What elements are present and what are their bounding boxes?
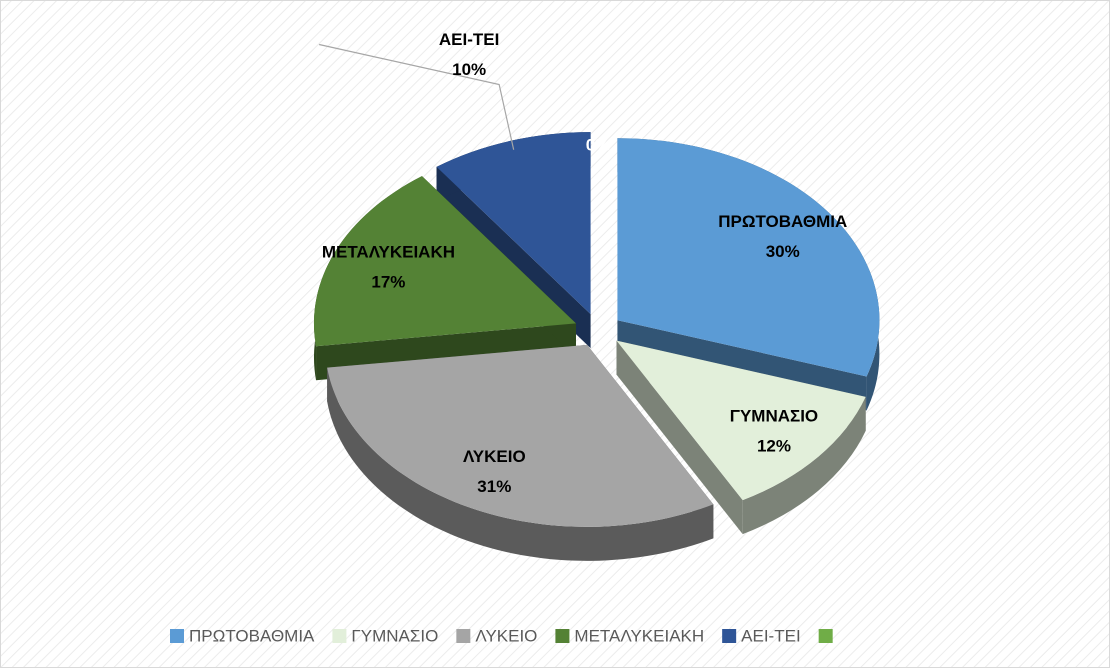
slice — [327, 344, 714, 527]
legend-label: ΠΡΩΤΟΒΑΘΜΙΑ — [189, 626, 315, 645]
legend-swatch — [555, 629, 570, 643]
data-label: 31% — [477, 477, 511, 496]
slice — [616, 340, 866, 501]
legend-label: ΑΕΙ-ΤΕΙ — [741, 626, 801, 645]
legend-label: ΛΥΚΕΙΟ — [475, 626, 537, 645]
legend-label: ΜΕΤΑΛΥΚΕΙΑΚΗ — [574, 626, 704, 645]
data-label-name: ΓΥΜΝΑΣΙΟ — [730, 407, 818, 426]
legend-swatch — [818, 629, 833, 643]
data-label-name: ΠΡΩΤΟΒΑΘΜΙΑ — [718, 212, 847, 231]
legend-swatch — [456, 629, 471, 643]
data-label-name: ΜΕΤΑΛΥΚΕΙΑΚΗ — [322, 242, 455, 261]
data-label: 0% — [586, 135, 611, 154]
legend-swatch — [332, 629, 347, 643]
legend-swatch — [722, 629, 737, 643]
slice-rim — [742, 396, 866, 535]
slice — [436, 132, 591, 315]
data-label-name: ΑΕΙ-ΤΕΙ — [439, 30, 499, 49]
slice — [313, 176, 576, 347]
slice-rim — [327, 367, 714, 561]
legend-label: ΓΥΜΝΑΣΙΟ — [351, 626, 438, 645]
slice-side — [616, 340, 743, 535]
data-label-name: ΛΥΚΕΙΟ — [463, 447, 526, 466]
data-label: 12% — [757, 437, 791, 456]
slice — [617, 138, 880, 377]
data-label: 17% — [371, 272, 405, 291]
leader-line — [319, 43, 515, 150]
data-label: 10% — [452, 60, 486, 79]
legend-swatch — [170, 629, 184, 643]
data-label: 30% — [766, 242, 800, 261]
